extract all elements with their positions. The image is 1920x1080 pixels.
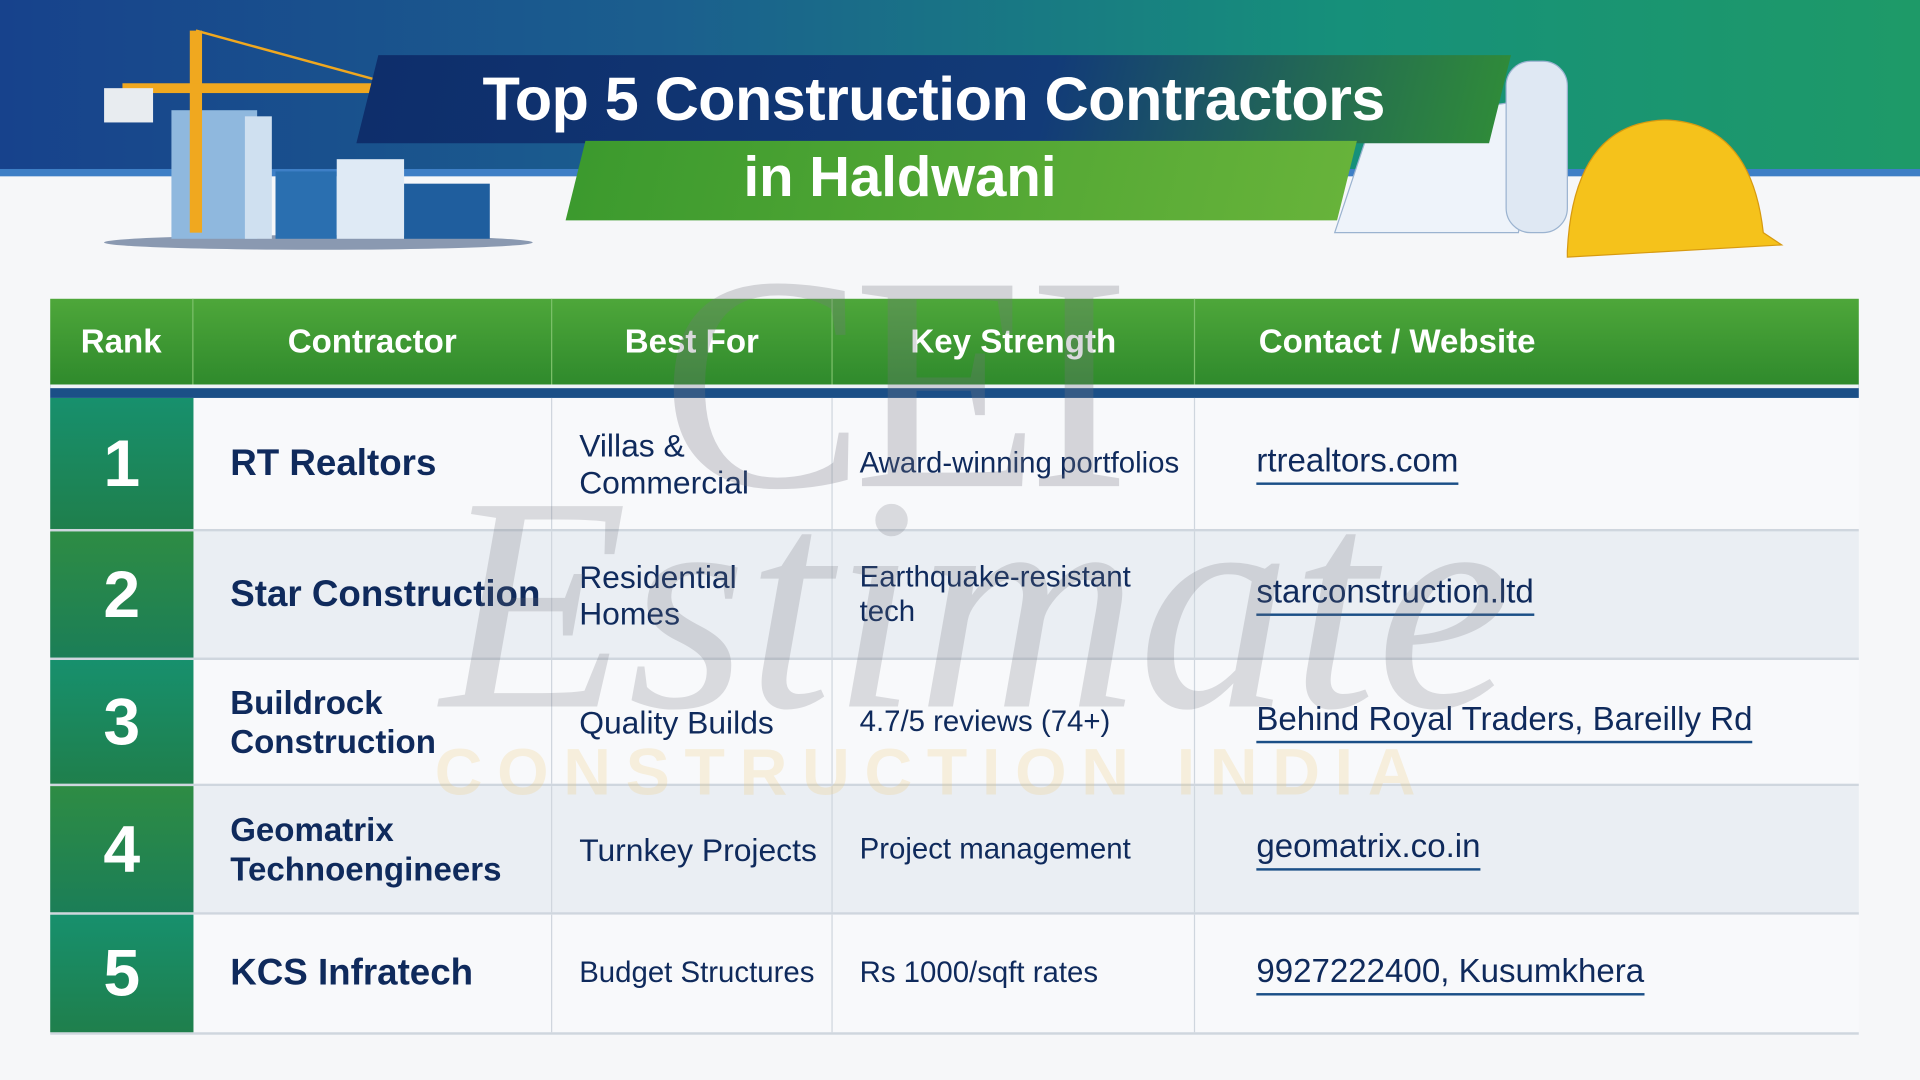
contact-cell: Behind Royal Traders, Bareilly Rd: [1195, 660, 1859, 784]
best-for-cell: Residential Homes: [552, 531, 833, 658]
contractors-table: Rank Contractor Best For Key Strength Co…: [50, 298, 1859, 1035]
key-strength-cell: Rs 1000/sqft rates: [833, 914, 1196, 1033]
contractor-cell: Geomatrix Technoengineers: [193, 786, 553, 913]
col-rank: Rank: [50, 298, 194, 385]
rank-cell: 4: [50, 786, 194, 913]
key-strength-cell: 4.7/5 reviews (74+): [833, 660, 1196, 784]
contact-cell: starconstruction.ltd: [1195, 531, 1859, 657]
contact-link[interactable]: starconstruction.ltd: [1256, 573, 1534, 616]
rank-cell: 5: [50, 914, 194, 1033]
page-subtitle: in Haldwani: [743, 144, 1057, 209]
table-row: 2 Star Construction Residential Homes Ea…: [50, 531, 1859, 661]
rank-cell: 2: [50, 531, 194, 658]
col-best-for: Best For: [552, 298, 833, 385]
table-row: 4 Geomatrix Technoengineers Turnkey Proj…: [50, 786, 1859, 915]
contact-link[interactable]: rtrealtors.com: [1256, 442, 1459, 485]
contact-cell: 9927222400, Kusumkhera: [1195, 915, 1859, 1033]
best-for-cell: Turnkey Projects: [552, 786, 833, 913]
table-row: 5 KCS Infratech Budget Structures Rs 100…: [50, 914, 1859, 1035]
contractor-cell: Buildrock Construction: [193, 660, 553, 784]
contact-link[interactable]: geomatrix.co.in: [1256, 828, 1481, 871]
key-strength-cell: Earthquake-resistant tech: [833, 531, 1196, 658]
table-body: 1 RT Realtors Villas & Commercial Award-…: [50, 397, 1859, 1035]
contact-link[interactable]: Behind Royal Traders, Bareilly Rd: [1256, 700, 1753, 744]
table-row: 1 RT Realtors Villas & Commercial Award-…: [50, 397, 1859, 532]
contractor-cell: Star Construction: [193, 531, 553, 658]
key-strength-cell: Award-winning portfolios: [833, 397, 1196, 529]
crane-buildings-icon: [104, 29, 533, 250]
rank-cell: 3: [50, 660, 194, 784]
best-for-cell: Quality Builds: [552, 660, 833, 784]
page-title: Top 5 Construction Contractors: [482, 64, 1386, 134]
contractor-cell: KCS Infratech: [193, 914, 553, 1033]
best-for-cell: Budget Structures: [552, 914, 833, 1033]
contact-cell: rtrealtors.com: [1195, 398, 1859, 529]
header-separator: [50, 384, 1859, 398]
contact-cell: geomatrix.co.in: [1195, 786, 1859, 912]
contact-link[interactable]: 9927222400, Kusumkhera: [1256, 952, 1645, 995]
col-key-strength: Key Strength: [833, 298, 1196, 385]
table-header: Rank Contractor Best For Key Strength Co…: [50, 298, 1859, 385]
table-row: 3 Buildrock Construction Quality Builds …: [50, 660, 1859, 787]
best-for-cell: Villas & Commercial: [552, 397, 833, 529]
col-contact: Contact / Website: [1258, 322, 1536, 360]
contractor-cell: RT Realtors: [193, 397, 553, 529]
rank-cell: 1: [50, 397, 194, 529]
key-strength-cell: Project management: [833, 786, 1196, 913]
col-contractor: Contractor: [193, 298, 553, 385]
